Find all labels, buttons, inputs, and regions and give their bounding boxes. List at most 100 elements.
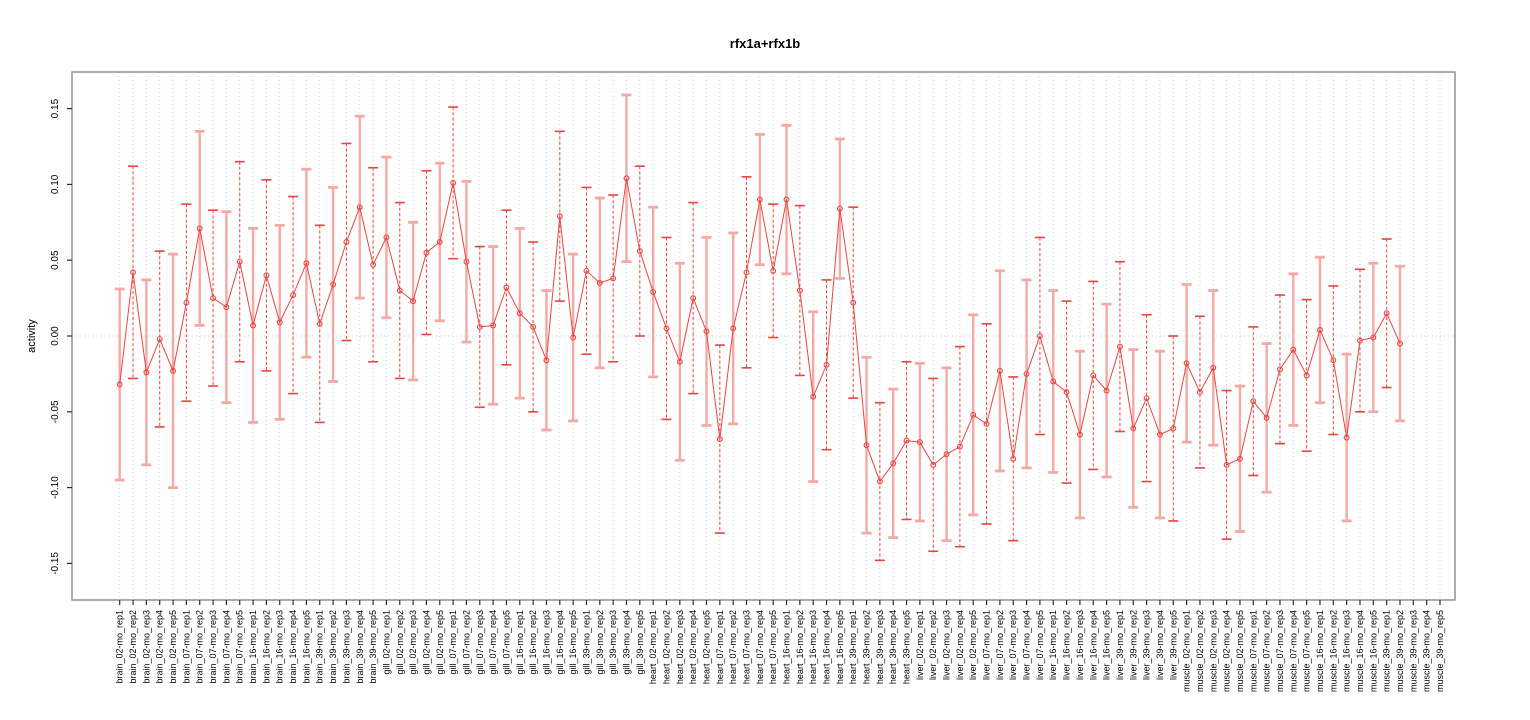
data-point-marker [170,367,176,374]
x-tick-label: muscle_07-mo_rep1 [1248,610,1258,692]
data-point-marker [183,299,190,306]
x-tick-label: liver_07-mo_rep3 [1008,610,1018,680]
data-point-marker [1303,372,1310,379]
data-point-marker [450,179,457,186]
x-tick-label: brain_07-mo_rep1 [181,610,191,684]
data-point-marker [356,204,363,211]
data-point-marker [196,225,203,232]
y-tick-label: -0.05 [50,400,61,423]
data-point-marker [1343,434,1350,441]
x-tick-label: muscle_07-mo_rep5 [1302,610,1312,692]
data-point-marker [1143,395,1150,402]
data-point-marker [1050,378,1057,385]
data-series-line [119,178,1401,483]
x-tick-label: gill_02-mo_rep3 [408,610,418,675]
data-point-marker [796,287,803,294]
data-point-marker [930,461,937,468]
x-tick-label: gill_16-mo_rep4 [555,610,565,675]
x-tick-label: gill_16-mo_rep3 [541,610,551,675]
data-point-marker [1263,414,1270,421]
data-point-marker [343,239,350,245]
data-point-marker [863,442,870,449]
x-tick-label: gill_02-mo_rep5 [435,610,445,675]
x-tick-label: heart_02-mo_rep1 [648,610,658,684]
x-tick-label: liver_39-mo_rep2 [1128,610,1138,680]
x-tick-label: muscle_39-mo_rep5 [1435,610,1445,692]
data-point-marker [770,267,777,274]
x-tick-label: liver_02-mo_rep3 [942,610,952,680]
data-point-marker [1023,370,1030,377]
data-point-marker [556,213,563,220]
x-tick-label: gill_39-mo_rep3 [608,610,618,675]
data-point-marker [303,260,310,267]
x-tick-label: liver_07-mo_rep4 [1022,610,1032,680]
x-tick-label: liver_39-mo_rep1 [1115,610,1125,680]
data-point-marker [916,439,923,446]
data-point-marker [1196,389,1203,396]
x-tick-label: gill_39-mo_rep2 [595,610,605,675]
x-tick-label: liver_02-mo_rep4 [955,610,965,680]
x-tick-label: muscle_02-mo_rep4 [1222,610,1232,692]
data-point-marker [823,361,830,368]
data-point-marker [410,298,417,305]
data-point-marker [490,322,497,329]
data-point-marker [330,281,337,288]
y-tick-label: -0.15 [50,552,61,575]
y-tick-label: 0.00 [50,326,61,346]
x-tick-label: liver_39-mo_rep4 [1155,610,1165,680]
error-bars [114,93,1405,562]
data-point-marker [1290,346,1297,353]
data-point-marker [996,367,1003,374]
x-tick-label: liver_07-mo_rep2 [995,610,1005,680]
x-tick-label: muscle_02-mo_rep5 [1235,610,1245,692]
x-tick-label: heart_39-mo_rep3 [875,610,885,684]
x-tick-label: liver_39-mo_rep5 [1168,610,1178,680]
data-point-marker [730,325,737,332]
data-point-marker [650,289,657,295]
data-point-marker [476,323,483,330]
data-point-marker [1250,398,1257,405]
x-tick-label: brain_02-mo_rep4 [155,610,165,684]
x-tick-label: heart_02-mo_rep4 [688,610,698,684]
x-tick-label: liver_02-mo_rep2 [928,610,938,680]
x-tick-label: heart_07-mo_rep4 [755,610,765,684]
x-tick-label: gill_39-mo_rep5 [635,610,645,675]
x-tick-label: gill_07-mo_rep2 [461,610,471,675]
x-tick-label: liver_02-mo_rep5 [968,610,978,680]
x-tick-label: gill_02-mo_rep1 [381,610,391,675]
data-point-marker [383,234,390,241]
data-point-marker [1063,389,1070,396]
x-tick-label: gill_07-mo_rep1 [448,610,458,675]
x-axis: brain_02-mo_rep1 brain_02-mo_rep2 brain_02… [115,600,1445,692]
x-tick-label: muscle_39-mo_rep4 [1422,610,1432,692]
y-tick-label: 0.05 [50,250,61,270]
x-tick-label: heart_39-mo_rep4 [888,610,898,684]
data-point-marker [370,261,377,268]
x-tick-label: muscle_16-mo_rep5 [1368,610,1378,692]
x-tick-label: gill_02-mo_rep2 [395,610,405,675]
data-point-marker [143,369,150,376]
x-tick-label: brain_39-mo_rep5 [368,610,378,684]
data-point-marker [1116,343,1123,350]
data-point-marker [290,292,297,299]
x-tick-label: muscle_02-mo_rep1 [1182,610,1192,692]
data-point-marker [236,258,243,265]
chart-title: rfx1a+rfx1b [729,36,801,51]
data-point-marker [1330,357,1337,364]
y-axis-label: activity [26,319,38,353]
x-tick-label: muscle_07-mo_rep3 [1275,610,1285,692]
data-point-marker [850,299,857,306]
x-tick-label: brain_07-mo_rep3 [208,610,218,684]
x-tick-label: heart_07-mo_rep3 [742,610,752,684]
x-tick-label: brain_02-mo_rep1 [115,610,125,684]
x-tick-label: brain_07-mo_rep5 [235,610,245,684]
data-point-marker [463,258,470,265]
data-point-marker [1237,455,1243,462]
data-point-marker [530,323,537,330]
x-tick-label: muscle_02-mo_rep3 [1208,610,1218,692]
series-line-segment [119,178,1401,483]
x-tick-label: brain_02-mo_rep5 [168,610,178,684]
data-point-marker [210,295,217,302]
x-tick-label: brain_39-mo_rep4 [355,610,365,684]
data-point-marker [623,175,630,182]
